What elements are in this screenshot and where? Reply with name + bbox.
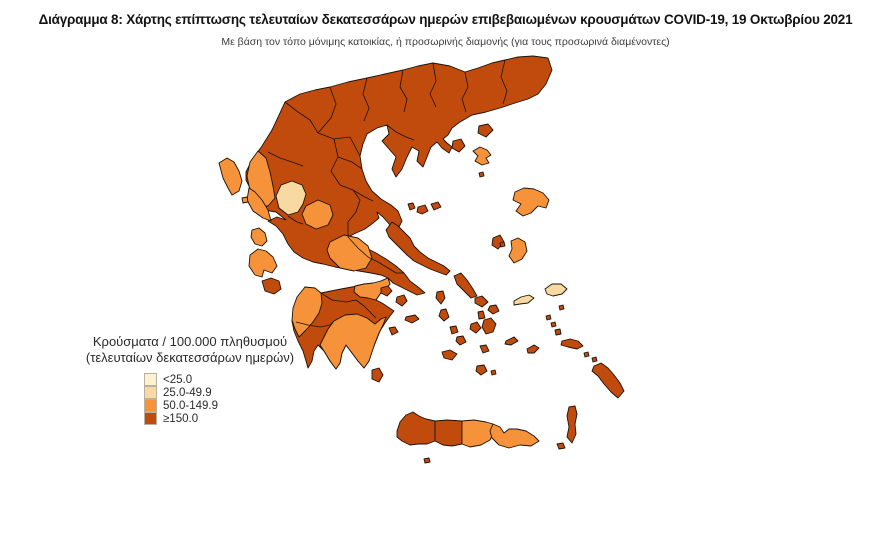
region-euboea	[385, 221, 451, 276]
legend-title-line1: Κρούσματα / 100.000 πληθυσμού	[92, 334, 288, 349]
region-chios	[508, 237, 528, 264]
region-ioannina	[275, 180, 307, 216]
legend-label-50to149: 50.0-149.9	[163, 399, 218, 412]
region-rhodes	[591, 362, 625, 399]
region-heraklion	[461, 419, 495, 448]
legend-title-line2: (τελευταίων δεκατεσσάρων ημερών)	[85, 350, 295, 365]
region-lasithi	[489, 423, 540, 449]
legend: Κρούσματα / 100.000 πληθυσμού (τελευταίω…	[72, 334, 308, 425]
region-corfu	[218, 157, 249, 204]
legend-swatch-50to149	[144, 399, 157, 412]
region-samos	[544, 283, 568, 297]
region-karpathos	[566, 405, 578, 444]
legend-label-lt25: <25.0	[163, 373, 193, 386]
region-phocis	[326, 234, 373, 272]
region-evrytania	[301, 199, 334, 230]
legend-item-gte150: ≥150.0	[144, 412, 308, 425]
legend-label-25to49: 25.0-49.9	[163, 386, 212, 399]
region-ikaria	[513, 294, 535, 306]
region-zakynthos	[261, 277, 282, 295]
region-cyclades	[435, 272, 540, 376]
region-kos	[560, 338, 584, 350]
legend-item-lt25: <25.0	[144, 373, 308, 386]
legend-item-50to149: 50.0-149.9	[144, 399, 308, 412]
region-lefkada	[250, 227, 268, 247]
legend-items: <25.0 25.0-49.9 50.0-149.9 ≥150.0	[72, 373, 308, 425]
region-kythira	[371, 367, 384, 383]
legend-swatch-gte150	[144, 412, 157, 425]
region-laconia	[319, 313, 387, 370]
region-saronic-islands	[380, 285, 420, 336]
legend-swatch-lt25	[144, 373, 157, 386]
region-mainland-north	[245, 55, 553, 296]
page-subtitle: Με βάση τον τόπο μόνιμης κατοικίας, ή πρ…	[221, 36, 670, 48]
page-title: Διάγραμμα 8: Χάρτης επίπτωσης τελευταίων…	[38, 12, 853, 27]
region-kefalonia	[248, 248, 278, 278]
region-sporades	[407, 201, 442, 215]
legend-item-25to49: 25.0-49.9	[144, 386, 308, 399]
region-thasos-samothrace	[451, 123, 494, 153]
legend-label-gte150: ≥150.0	[163, 412, 199, 425]
region-lemnos	[472, 146, 492, 166]
region-preveza	[246, 187, 272, 222]
legend-swatch-25to49	[144, 386, 157, 399]
region-lesbos	[512, 187, 550, 217]
region-chania	[396, 411, 436, 446]
region-border-lines	[267, 59, 508, 328]
region-small-islets	[423, 171, 598, 464]
region-rethymno	[434, 419, 463, 447]
